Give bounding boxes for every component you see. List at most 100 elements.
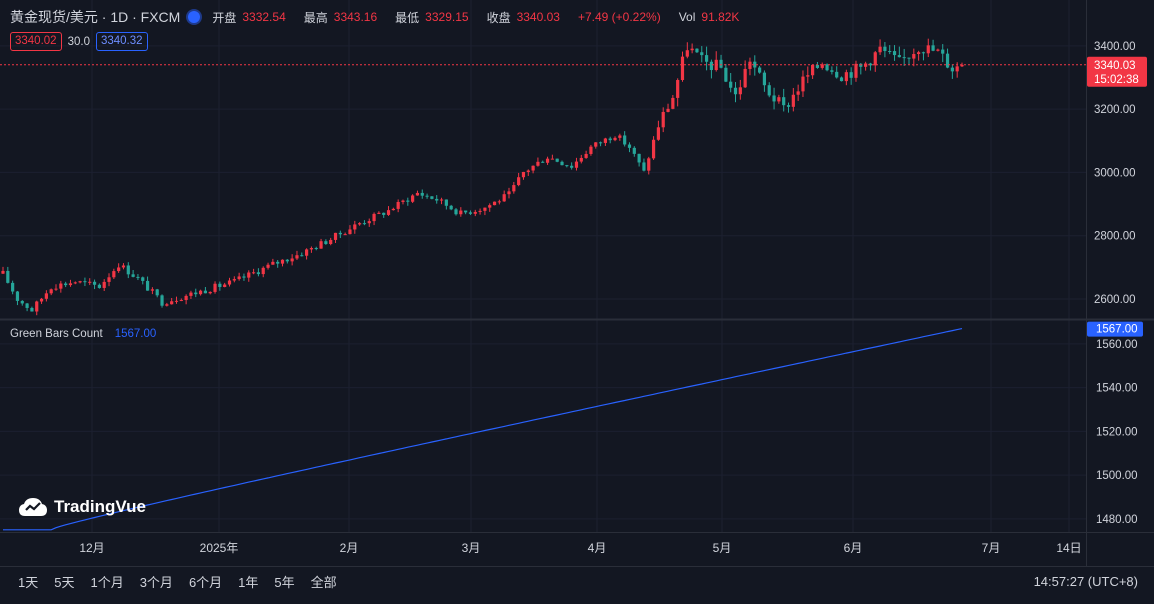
range-5y[interactable]: 5年 <box>274 574 295 590</box>
range-1d[interactable]: 1天 <box>18 574 39 590</box>
indicator-tick-label: 1560.00 <box>1096 339 1138 351</box>
range-3m[interactable]: 3个月 <box>139 574 173 590</box>
high-label: 最高 <box>303 10 328 25</box>
candle-body <box>54 288 58 290</box>
candle-body <box>555 158 559 162</box>
candle-body <box>59 283 63 289</box>
range-6m[interactable]: 6个月 <box>188 574 223 590</box>
legend-header: 黄金现货/美元 · 1D · FXCM 开盘 3332.54 最高 3343.16 … <box>10 8 757 26</box>
candle-body <box>459 210 463 215</box>
candle-body <box>618 135 622 138</box>
candle-body <box>358 223 362 225</box>
time-tick-label: 12月 <box>79 541 104 555</box>
candle-body <box>526 170 530 172</box>
candle-body <box>338 232 342 235</box>
candle-body <box>709 61 714 71</box>
candle-body <box>242 276 246 278</box>
time-tick-label: 6月 <box>844 541 863 555</box>
countdown-label: 15:02:38 <box>1094 74 1139 86</box>
candle-body <box>878 46 882 53</box>
candle-body <box>825 64 829 71</box>
candle-body <box>136 276 140 278</box>
candle-body <box>425 195 429 197</box>
candle-body <box>401 200 405 202</box>
candle-body <box>656 127 660 140</box>
candle-body <box>661 111 665 128</box>
candle-body <box>570 165 574 168</box>
candle-body <box>497 201 501 203</box>
close-label: 收盘 <box>486 10 511 25</box>
candle-body <box>203 290 208 294</box>
candle-body <box>907 57 911 59</box>
candle-body <box>112 271 116 278</box>
vol-value: 91.82K <box>701 10 740 24</box>
candle-body <box>839 77 844 82</box>
candle-body <box>820 64 824 68</box>
candle-body <box>232 279 236 281</box>
candle-body <box>859 63 863 67</box>
candle-body <box>574 161 579 168</box>
range-all[interactable]: 全部 <box>310 574 337 590</box>
candle-body <box>160 295 164 306</box>
candle-body <box>521 171 526 178</box>
candle-body <box>868 63 873 66</box>
time-tick-label: 5月 <box>713 541 732 555</box>
candle-body <box>324 241 328 244</box>
symbol-title[interactable]: 黄金现货/美元 · 1D · FXCM <box>10 9 181 25</box>
time-tick-label: 2月 <box>340 541 359 555</box>
candle-body <box>945 53 950 68</box>
candle-body <box>835 71 839 78</box>
candle-body <box>386 210 391 215</box>
sell-price-button[interactable]: 3340.02 <box>10 32 62 51</box>
candle-body <box>560 161 564 166</box>
candle-body <box>271 261 275 265</box>
candle-body <box>488 205 492 208</box>
range-5d[interactable]: 5天 <box>54 574 75 590</box>
high-value: 3343.16 <box>333 10 378 24</box>
candle-body <box>830 70 834 72</box>
candle-body <box>536 161 540 166</box>
candle-body <box>280 259 285 264</box>
indicator-name[interactable]: Green Bars Count <box>10 328 103 340</box>
candle-body <box>782 97 786 106</box>
candle-body <box>411 195 415 202</box>
candle-body <box>218 283 222 287</box>
candle-body <box>753 61 757 68</box>
candle-body <box>545 158 550 163</box>
candle-body <box>579 157 583 162</box>
clock-timezone[interactable]: 14:57:27 (UTC+8) <box>1033 573 1138 589</box>
candle-body <box>690 48 694 51</box>
candle-body <box>478 210 482 212</box>
candle-body <box>391 208 395 211</box>
candle-body <box>121 265 126 268</box>
candle-body <box>290 258 294 262</box>
candle-body <box>902 57 906 59</box>
candle-body <box>502 194 506 202</box>
candle-body <box>415 192 420 196</box>
candle-body <box>64 283 68 286</box>
candle-body <box>150 289 154 291</box>
candle-body <box>651 139 656 159</box>
open-value: 3332.54 <box>242 10 286 24</box>
range-1m[interactable]: 1个月 <box>90 574 124 590</box>
price-tick-label: 3200.00 <box>1094 104 1136 116</box>
candle-body <box>762 72 767 86</box>
candle-body <box>117 267 121 272</box>
candle-body <box>492 201 497 206</box>
candle-body <box>695 48 699 53</box>
candle-body <box>92 281 97 285</box>
low-value: 3329.15 <box>425 10 469 24</box>
candle-body <box>748 61 752 69</box>
candle-body <box>584 153 588 158</box>
range-1y[interactable]: 1年 <box>238 574 259 590</box>
candle-body <box>936 49 940 51</box>
indicator-value: 1567.00 <box>114 328 157 340</box>
candle-body <box>517 177 521 186</box>
candle-body <box>189 292 193 296</box>
candle-body <box>955 66 959 72</box>
candle-body <box>165 304 169 306</box>
candle-body <box>719 59 723 68</box>
price-tick-label: 2600.00 <box>1094 294 1136 306</box>
buy-price-button[interactable]: 3340.32 <box>95 32 148 51</box>
